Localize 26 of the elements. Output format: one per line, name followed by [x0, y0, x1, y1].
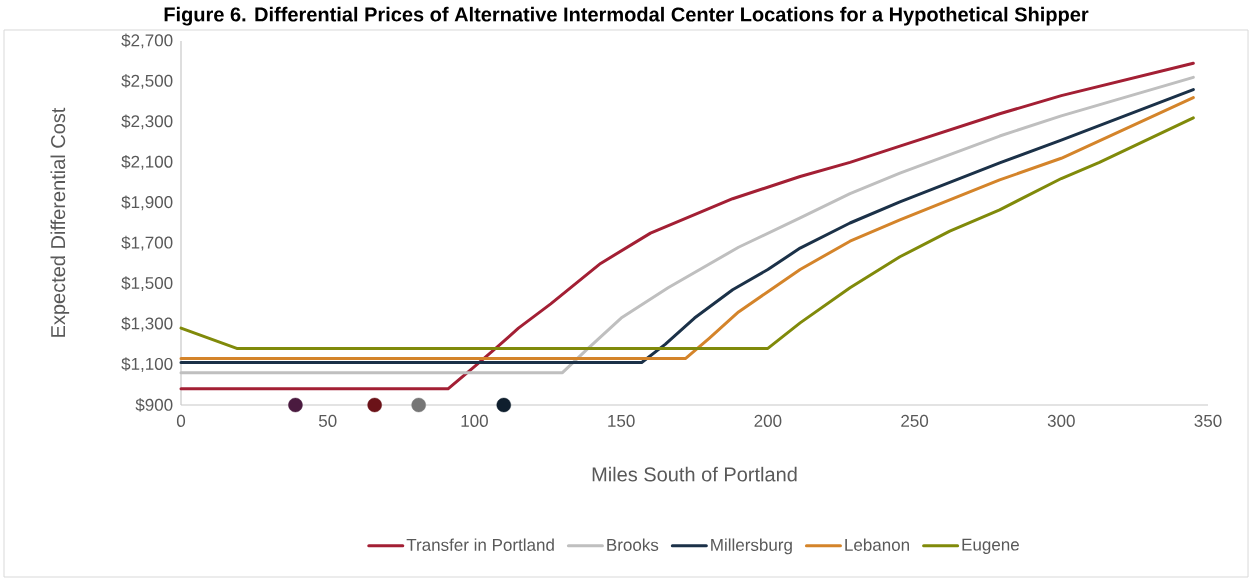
- y-tick-label: $2,300: [121, 114, 173, 130]
- legend-label: Transfer in Portland: [406, 538, 554, 551]
- x-tick-label: 350: [1194, 414, 1222, 427]
- x-tick-label: 300: [1047, 414, 1075, 427]
- y-axis-title: Expected Differential Cost: [50, 107, 70, 337]
- x-tick-label: 50: [318, 414, 337, 427]
- chart-title: Figure 6. Differential Prices of Alternative Intermodal Center Locations for a Hypothetical Shipper: [164, 6, 1089, 26]
- x-tick-label: 150: [608, 414, 635, 427]
- y-tick-label: $1,300: [121, 316, 173, 332]
- legend-label: Millersburg: [711, 538, 792, 555]
- x-tick-label: 200: [754, 414, 782, 427]
- y-tick-label: $1,700: [121, 235, 173, 251]
- x-tick-label: 0: [176, 414, 186, 427]
- legend-label: Eugene: [962, 538, 1019, 554]
- y-tick-label: $1,500: [121, 276, 173, 292]
- y-tick-label: $2,700: [121, 33, 173, 49]
- y-tick-label: $2,500: [121, 74, 173, 89]
- legend-label: Lebanon: [845, 538, 909, 551]
- y-tick-label: $1,100: [121, 357, 173, 372]
- x-tick-label: 250: [901, 414, 929, 427]
- x-axis-title: Miles South of Portland: [592, 466, 797, 482]
- y-tick-label: $1,900: [121, 195, 173, 211]
- x-tick-label: 100: [461, 414, 488, 427]
- y-tick-label: $900: [135, 398, 173, 412]
- legend-label: Brooks: [607, 538, 659, 551]
- y-tick-label: $2,100: [121, 154, 173, 170]
